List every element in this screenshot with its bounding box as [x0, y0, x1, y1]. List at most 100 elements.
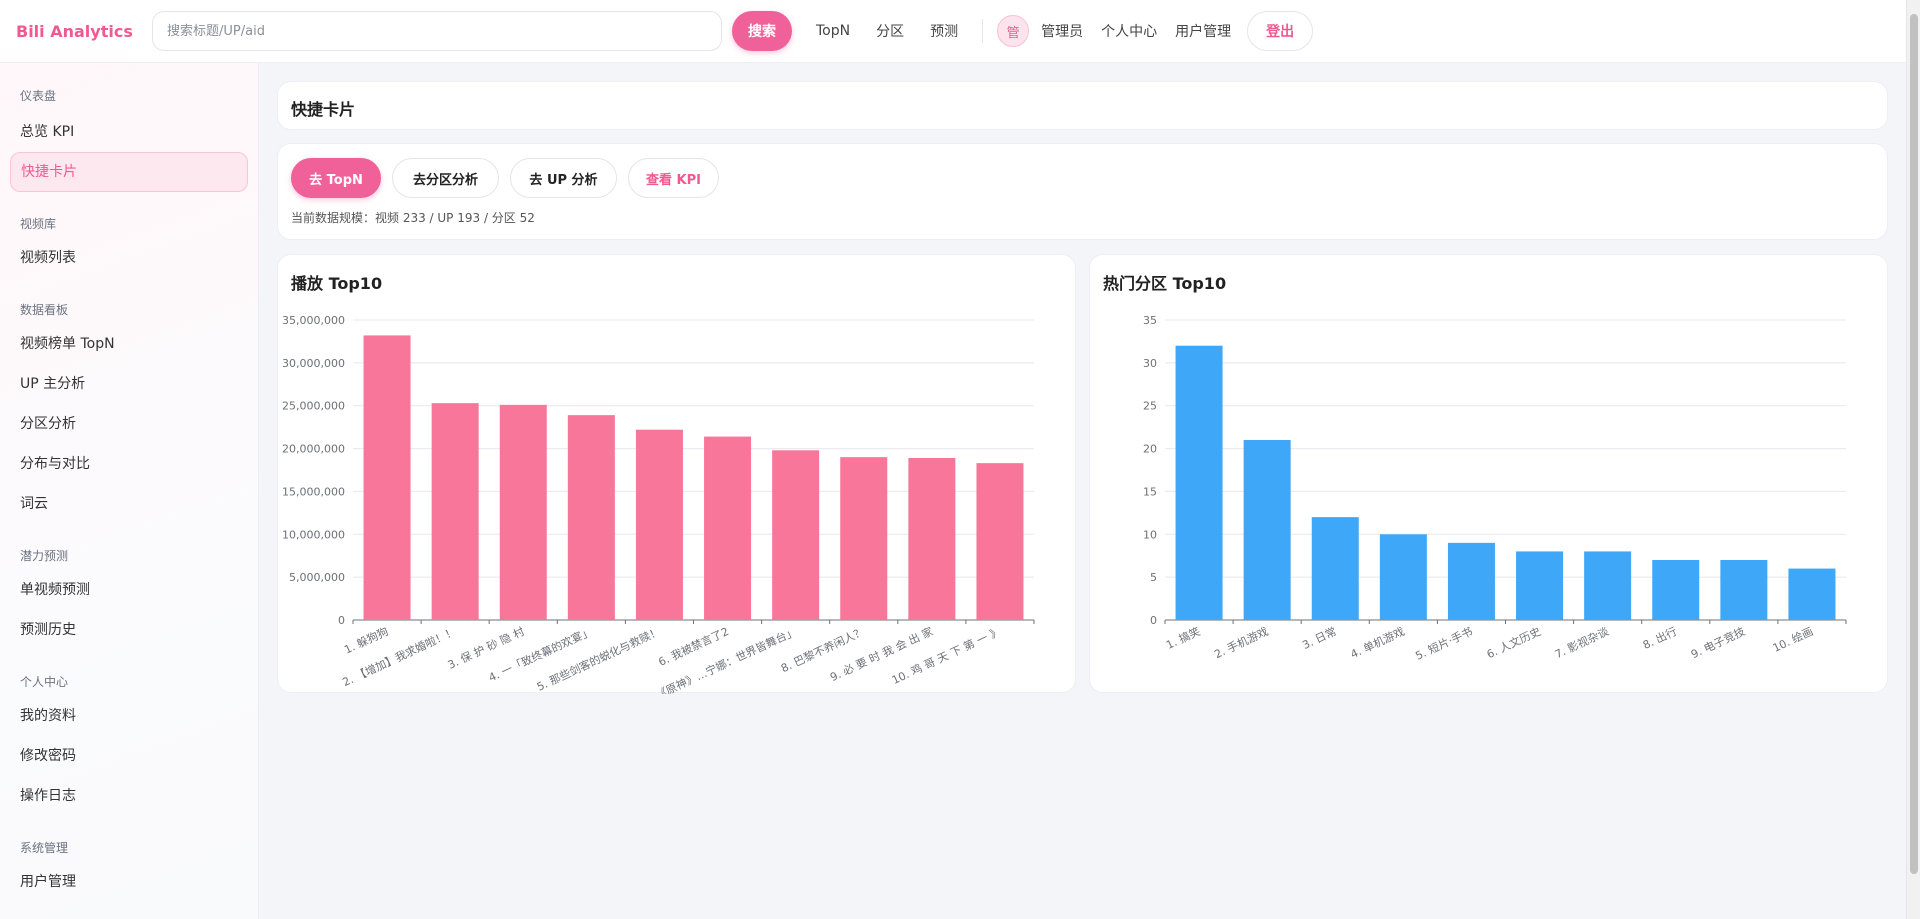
category-top10-title: 热门分区 Top10	[1103, 274, 1227, 293]
y-tick-label: 5	[1150, 571, 1157, 584]
nav-predict[interactable]: 预测	[930, 24, 959, 40]
bar[interactable]	[1720, 560, 1768, 620]
play-top10-card: 播放 Top10 0 5,000,000 10,000,000 15,000,000 2…	[277, 254, 1076, 694]
y-tick-label: 10,000,000	[282, 528, 345, 541]
x-tick-label: 5. 短片·手书	[1413, 624, 1475, 663]
bar[interactable]	[431, 403, 479, 620]
bar[interactable]	[567, 415, 615, 620]
x-tick-label: 10. 鸡 哥 天 下 第 一 》	[889, 624, 1003, 687]
x-tick-label: 8. 出行	[1640, 624, 1679, 652]
y-tick-label: 30,000,000	[282, 357, 345, 370]
bar[interactable]	[1516, 551, 1564, 620]
sidebar-item-distribution[interactable]: 分布与对比	[20, 456, 90, 472]
bar[interactable]	[635, 429, 683, 620]
search-button[interactable]: 搜索	[732, 11, 792, 51]
user-name: 管理员	[1041, 24, 1084, 40]
y-tick-label: 10	[1143, 528, 1157, 541]
x-tick-label: 6. 人文历史	[1484, 624, 1542, 661]
data-scale-text: 当前数据规模：视频 233 / UP 193 / 分区 52	[291, 211, 535, 225]
go-up-analysis-button[interactable]: 去 UP 分析	[510, 158, 617, 198]
quick-actions-card: 去 TopN 去分区分析 去 UP 分析 查看 KPI 当前数据规模：视频 23…	[277, 143, 1888, 240]
bar[interactable]	[363, 335, 411, 620]
bar[interactable]	[1584, 551, 1632, 620]
sidebar-item-quick-cards[interactable]: 快捷卡片	[10, 152, 248, 192]
bar[interactable]	[704, 436, 752, 620]
x-tick-label: 4. 单机游戏	[1348, 624, 1406, 661]
sidebar-item-single-predict[interactable]: 单视频预测	[20, 582, 90, 598]
page-title: 快捷卡片	[291, 100, 356, 119]
sidebar-group-data-board: 数据看板	[20, 303, 69, 317]
sidebar-item-predict-history[interactable]: 预测历史	[20, 622, 76, 638]
category-top10-chart: 0 5 10 15 20 25 30 35 1. 搞笑 2. 手机游戏 3. 日常 4. 单机游戏 5.…	[1143, 314, 1847, 663]
go-topn-button[interactable]: 去 TopN	[291, 158, 381, 198]
y-tick-label: 5,000,000	[289, 571, 345, 584]
play-top10-chart: 0 5,000,000 10,000,000 15,000,000 20,000,000…	[282, 314, 1035, 694]
y-tick-label: 25	[1143, 400, 1157, 413]
x-tick-label: 1. 搞笑	[1164, 624, 1203, 652]
sidebar-item-user-management[interactable]: 用户管理	[20, 874, 76, 890]
sidebar-group-system: 系统管理	[20, 841, 69, 855]
x-tick-label: 2. 【增加】我求婚啦！！	[340, 624, 458, 689]
nav-user-management[interactable]: 用户管理	[1175, 24, 1232, 40]
sidebar-item-operation-log[interactable]: 操作日志	[20, 788, 76, 804]
y-tick-label: 35,000,000	[282, 314, 345, 327]
search-input[interactable]	[152, 11, 722, 51]
bar[interactable]	[1788, 568, 1836, 620]
bar[interactable]	[976, 463, 1024, 620]
bar[interactable]	[772, 450, 820, 620]
bar[interactable]	[1447, 542, 1495, 620]
sidebar-group-personal: 个人中心	[20, 675, 69, 689]
sidebar-item-up-analysis[interactable]: UP 主分析	[20, 376, 86, 392]
nav-topn[interactable]: TopN	[816, 23, 851, 39]
sidebar-group-prediction: 潜力预测	[20, 549, 69, 563]
sidebar: 仪表盘 总览 KPI 快捷卡片 视频库 视频列表 数据看板 视频榜单 TopN …	[0, 63, 259, 919]
sidebar-group-dashboard: 仪表盘	[20, 89, 57, 103]
y-tick-label: 20,000,000	[282, 443, 345, 456]
x-tick-label: 9. 电子竞技	[1689, 624, 1747, 661]
nav-profile[interactable]: 个人中心	[1101, 24, 1158, 40]
x-tick-label: 7. 影视杂谈	[1552, 624, 1610, 661]
y-tick-label: 0	[1150, 614, 1157, 627]
y-tick-label: 15,000,000	[282, 485, 345, 498]
brand-logo[interactable]: Bili Analytics	[16, 21, 133, 41]
sidebar-item-wordcloud[interactable]: 词云	[20, 496, 48, 512]
sidebar-group-video-library: 视频库	[20, 217, 57, 231]
bar[interactable]	[1311, 517, 1359, 620]
nav-category[interactable]: 分区	[876, 24, 905, 40]
y-tick-label: 20	[1143, 443, 1157, 456]
x-tick-label: 5. 那些剑客的蜕化与救赎！	[534, 624, 662, 694]
sidebar-item-change-password[interactable]: 修改密码	[20, 748, 76, 764]
logout-button[interactable]: 登出	[1247, 11, 1314, 51]
scrollbar-thumb[interactable]	[1910, 14, 1918, 874]
play-top10-title: 播放 Top10	[291, 274, 383, 293]
bar[interactable]	[499, 404, 547, 620]
y-tick-label: 15	[1143, 485, 1157, 498]
bar[interactable]	[840, 457, 888, 620]
bar[interactable]	[1243, 440, 1291, 620]
sidebar-item-kpi-overview[interactable]: 总览 KPI	[20, 124, 75, 140]
sidebar-item-my-profile[interactable]: 我的资料	[20, 708, 76, 724]
sidebar-item-video-list[interactable]: 视频列表	[20, 250, 76, 266]
y-tick-label: 0	[338, 614, 345, 627]
sidebar-item-video-topn[interactable]: 视频榜单 TopN	[20, 336, 115, 352]
nav-divider	[982, 19, 984, 43]
sidebar-item-category-analysis[interactable]: 分区分析	[20, 416, 76, 432]
bar[interactable]	[1652, 560, 1700, 620]
y-tick-label: 25,000,000	[282, 400, 345, 413]
x-tick-label: 10. 绘画	[1770, 624, 1815, 655]
avatar[interactable]: 管	[997, 15, 1030, 47]
bar[interactable]	[908, 458, 956, 620]
category-top10-card: 热门分区 Top10 0 5 10 15 20 25 30 35 1. 搞笑 2. 手机游戏 3. …	[1089, 254, 1888, 693]
view-kpi-button[interactable]: 查看 KPI	[628, 158, 719, 198]
y-tick-label: 35	[1143, 314, 1157, 327]
bar[interactable]	[1379, 534, 1427, 620]
y-tick-label: 30	[1143, 357, 1157, 370]
x-tick-label: 3. 日常	[1300, 625, 1338, 652]
x-tick-label: 2. 手机游戏	[1212, 624, 1270, 661]
x-tick-label: 1. 躲狗狗	[342, 625, 390, 657]
top-header: Bili Analytics 搜索 TopN 分区 预测 管 管理员 个人中心 …	[0, 0, 1906, 63]
go-category-analysis-button[interactable]: 去分区分析	[392, 158, 499, 198]
page-title-card: 快捷卡片	[277, 81, 1888, 130]
page-scrollbar[interactable]	[1906, 0, 1920, 919]
bar[interactable]	[1175, 345, 1223, 620]
